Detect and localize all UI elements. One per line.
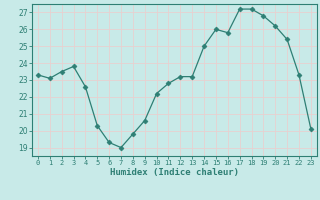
X-axis label: Humidex (Indice chaleur): Humidex (Indice chaleur)	[110, 168, 239, 177]
